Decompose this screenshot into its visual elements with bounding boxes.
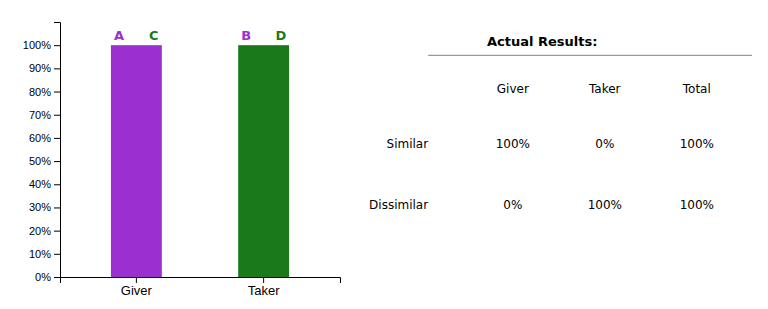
annotations: ACBD (114, 28, 287, 43)
tick-mark (54, 92, 60, 93)
x-axis: Giver Taker (61, 277, 341, 298)
tick: 50% (29, 155, 60, 167)
tick: 80% (29, 86, 60, 98)
table-title: Actual Results: (487, 34, 597, 49)
table-header: Total (682, 82, 711, 96)
tick-label: 50% (29, 155, 51, 167)
tick-label: 60% (29, 132, 51, 144)
tick: 100% (23, 39, 60, 51)
bar (111, 45, 162, 277)
table-header: Giver (497, 82, 529, 96)
table: Actual Results: Giver Taker Total Similar 100… (369, 34, 752, 212)
tick-mark (54, 138, 60, 139)
axis-line (54, 23, 61, 278)
tick-label: 90% (29, 62, 51, 74)
tick: 40% (29, 178, 60, 190)
tick: Taker (248, 277, 280, 298)
tick-label: 70% (29, 109, 51, 121)
tick-mark (136, 277, 137, 283)
tick-mark (54, 184, 60, 185)
tick-mark (54, 68, 60, 69)
tick-label: 0% (35, 271, 51, 283)
tick-mark (263, 277, 264, 283)
tick-label: 40% (29, 178, 51, 190)
annotation: D (276, 28, 287, 43)
tick-label: 80% (29, 86, 51, 98)
bars (111, 45, 289, 277)
tick: Giver (121, 277, 153, 298)
table-row-label: Similar (387, 137, 429, 151)
table-cell: 100% (680, 137, 714, 151)
tick: 10% (29, 248, 60, 260)
tick: 70% (29, 109, 60, 121)
y-axis: 0% 10% 20% 30% 40% 50% 60% 70% 80% 90% 100% (23, 23, 61, 284)
tick-mark (54, 207, 60, 208)
tick-label: 100% (23, 39, 51, 51)
tick-mark (54, 277, 60, 278)
tick: 0% (35, 271, 60, 283)
tick-label: Giver (121, 283, 153, 298)
tick-label: 20% (29, 225, 51, 237)
tick: 90% (29, 62, 60, 74)
chart: 0% 10% 20% 30% 40% 50% 60% 70% 80% 90% 100% Giver Ta… (0, 0, 768, 309)
tick-mark (54, 231, 60, 232)
table-cell: 100% (680, 198, 714, 212)
tick: 60% (29, 132, 60, 144)
tick-mark (54, 161, 60, 162)
table-row-label: Dissimilar (369, 198, 428, 212)
table-cell: 100% (588, 198, 622, 212)
annotation: B (241, 28, 251, 43)
axis-line (61, 278, 341, 284)
table-cell: 0% (595, 137, 614, 151)
tick-mark (54, 45, 60, 46)
tick: 30% (29, 201, 60, 213)
tick-label: 10% (29, 248, 51, 260)
table-cell: 100% (496, 137, 530, 151)
tick-label: 30% (29, 201, 51, 213)
annotation: C (149, 28, 159, 43)
tick: 20% (29, 225, 60, 237)
table-rule (428, 55, 752, 56)
annotation: A (114, 28, 124, 43)
table-cell: 0% (503, 198, 522, 212)
plot: 0% 10% 20% 30% 40% 50% 60% 70% 80% 90% 100% Giver Ta… (23, 23, 341, 299)
table-header: Taker (588, 82, 621, 96)
tick-label: Taker (248, 283, 280, 298)
tick-mark (54, 254, 60, 255)
bar (238, 45, 289, 277)
tick-mark (54, 115, 60, 116)
